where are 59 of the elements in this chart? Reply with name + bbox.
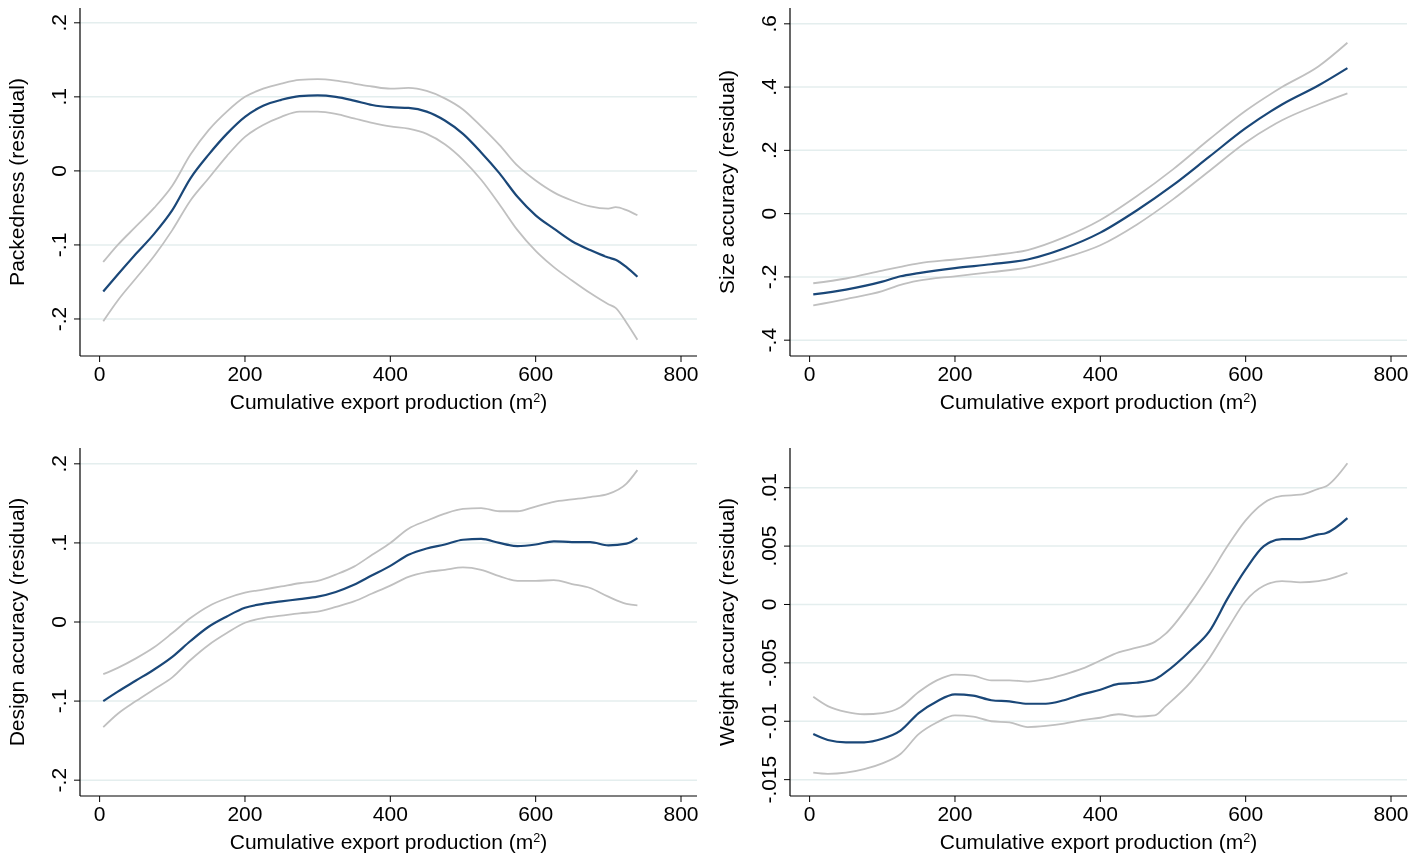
y-tick-label: .2 (47, 14, 70, 32)
x-axis-title: Cumulative export production (m$^{2}$) (229, 830, 548, 853)
y-tick-label: .2 (47, 455, 70, 473)
y-tick-label: -.1 (47, 688, 70, 714)
x-tick-label: 600 (518, 802, 554, 825)
x-axis-title: Cumulative export production (m$^{2}$) (939, 390, 1258, 413)
x-tick-label: 800 (663, 802, 699, 825)
line-series (102, 110, 639, 341)
line-series (102, 78, 639, 263)
x-tick-label: 800 (1373, 802, 1409, 825)
y-tick-label: -.1 (47, 232, 70, 258)
x-tick-label: 200 (937, 362, 973, 385)
x-tick-label: 800 (1373, 362, 1409, 385)
y-tick-label: -.4 (757, 327, 780, 353)
y-tick-label: .01 (757, 473, 780, 503)
line-series (102, 566, 639, 729)
line-series (812, 516, 1349, 744)
y-tick-label: .2 (757, 141, 780, 160)
y-tick-label: -.2 (47, 767, 70, 793)
y-tick-label: .6 (757, 15, 780, 33)
x-tick-label: 0 (93, 802, 106, 825)
y-tick-label: 0 (47, 165, 70, 177)
line-series (812, 572, 1349, 775)
line-series (812, 462, 1349, 716)
y-tick-label: .1 (47, 534, 70, 552)
y-axis-title: Size accuracy (residual) (715, 69, 738, 295)
x-tick-label: 600 (518, 362, 554, 385)
x-tick-label: 0 (93, 362, 106, 385)
y-axis-title: Design accuracy (residual) (5, 497, 28, 747)
y-axis-title: Packedness (residual) (5, 78, 28, 286)
y-tick-label: .005 (757, 525, 780, 567)
y-tick-label: 0 (757, 598, 780, 611)
x-tick-label: 200 (227, 362, 263, 385)
x-axis-title: Cumulative export production (m$^{2}$) (939, 830, 1258, 853)
x-tick-label: 0 (803, 362, 816, 385)
x-tick-label: 400 (372, 362, 408, 385)
x-tick-label: 600 (1228, 802, 1264, 825)
y-axis-title: Weight accuracy (residual) (715, 497, 738, 747)
x-tick-label: 400 (1082, 802, 1118, 825)
line-series (102, 537, 639, 703)
line-series (102, 94, 639, 293)
x-tick-label: 400 (1082, 362, 1118, 385)
y-tick-label: -.015 (757, 755, 780, 804)
y-tick-label: 0 (47, 616, 70, 628)
x-tick-label: 0 (803, 802, 816, 825)
x-tick-label: 800 (663, 362, 699, 385)
x-tick-label: 200 (227, 802, 263, 825)
y-tick-label: 0 (757, 207, 780, 220)
y-tick-label: .1 (47, 88, 70, 106)
x-tick-label: 400 (372, 802, 408, 825)
y-tick-label: .4 (757, 78, 780, 96)
x-tick-label: 200 (937, 802, 973, 825)
y-tick-label: -.005 (757, 638, 780, 687)
y-tick-label: -.01 (757, 703, 780, 740)
x-tick-label: 600 (1228, 362, 1264, 385)
y-tick-label: -.2 (757, 264, 780, 290)
y-tick-label: -.2 (47, 306, 70, 332)
line-series (102, 469, 639, 676)
x-axis-title: Cumulative export production (m$^{2}$) (229, 390, 548, 413)
